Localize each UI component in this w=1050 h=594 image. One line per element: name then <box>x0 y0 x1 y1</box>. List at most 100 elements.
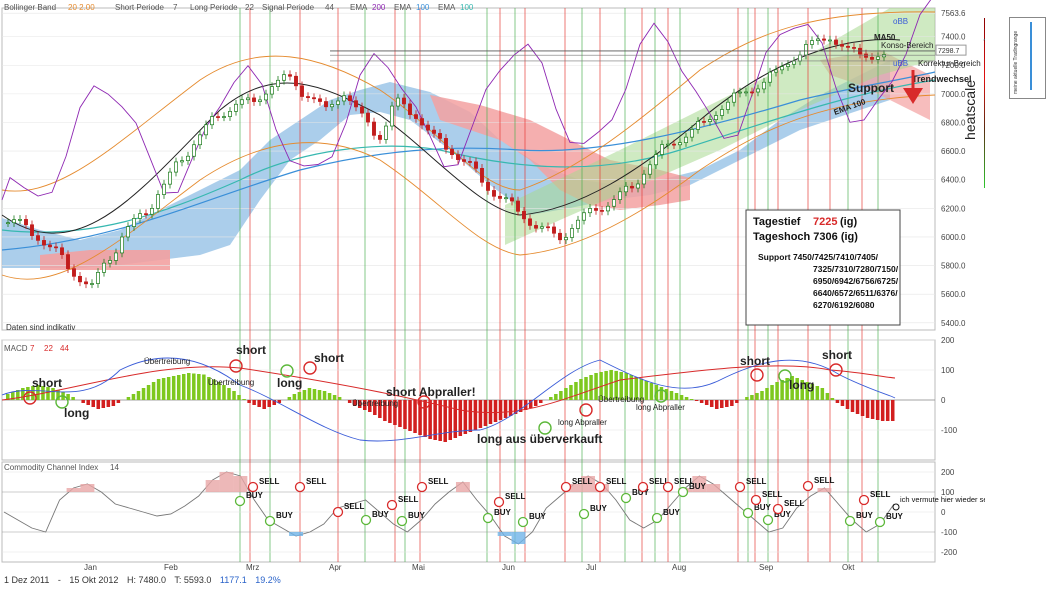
macd-bar-positive <box>750 395 754 400</box>
buy-label: BUY <box>689 482 707 491</box>
candle-down <box>534 225 538 229</box>
macd-bar-positive <box>649 383 654 400</box>
candle-down <box>474 161 478 169</box>
sell-signal-ring <box>386 499 398 511</box>
macd-bar-positive <box>11 392 15 400</box>
macd-bar-positive <box>569 385 573 400</box>
candle-up <box>564 237 568 241</box>
sell-signal-ring <box>662 481 674 493</box>
candle-up <box>714 115 718 120</box>
macd-bar-positive <box>669 391 674 400</box>
macd-bar-negative <box>493 400 498 422</box>
candle-up <box>162 183 166 195</box>
sell-label: SELL <box>344 502 365 511</box>
header-ema2-label: EMA <box>394 3 412 12</box>
macd-bar-positive <box>21 388 25 400</box>
macd-bar-positive <box>36 385 40 400</box>
support-line-5: 6270/6192/6080 <box>813 300 875 310</box>
support-line-1: Support 7450/7425/7410/7405/ <box>758 252 879 262</box>
sell-label: SELL <box>398 495 419 504</box>
macd-bar-positive <box>780 380 784 400</box>
macd-bar-negative <box>709 400 714 407</box>
macd-long-abpraller-label: long Abpraller <box>558 418 607 427</box>
macd-bar-positive <box>141 388 146 400</box>
macd-bar-positive <box>574 382 578 400</box>
buy-signal-ring <box>778 369 792 383</box>
candle-up <box>396 97 400 107</box>
macd-bar-positive <box>187 373 191 400</box>
macd-bar-positive <box>639 379 644 400</box>
candle-down <box>558 232 562 241</box>
candle-up <box>390 105 394 127</box>
macd-bar-negative <box>96 400 101 409</box>
sell-signal-ring <box>750 368 764 382</box>
macd-bar-positive <box>46 387 50 400</box>
candle-down <box>354 100 358 108</box>
candle-up <box>210 116 214 126</box>
header-short-val: 7 <box>173 3 178 12</box>
box-title1-value: 7225 <box>813 216 837 228</box>
candle-up <box>582 212 586 221</box>
candle-up <box>666 143 670 146</box>
candle-up <box>168 171 172 185</box>
macd-bar-positive <box>800 380 804 400</box>
candle-up <box>792 60 796 65</box>
disclaimer-text: Daten sind indikativ <box>6 323 75 332</box>
candle-up <box>660 144 664 155</box>
candle-up <box>720 109 724 116</box>
macd-bar-positive <box>71 397 75 400</box>
macd-short-label: short <box>314 351 344 365</box>
macd-bar-negative <box>438 400 442 441</box>
candle-up <box>222 116 226 118</box>
info-box <box>745 209 901 326</box>
macd-bar-positive <box>815 386 820 400</box>
candle-down <box>306 96 310 99</box>
candle-up <box>198 134 202 146</box>
macd-bar-negative <box>513 400 518 414</box>
macd-bar-negative <box>116 400 121 403</box>
box-title2: Tageshoch 7306 (ig) <box>753 231 858 243</box>
ichimoku-cloud-blue <box>2 60 890 268</box>
candle-up <box>588 208 592 214</box>
projection-marker <box>892 503 900 511</box>
double-arrow-icon <box>1030 22 1032 90</box>
candle-down <box>486 181 490 191</box>
macd-p2: 22 <box>44 344 53 353</box>
sell-label: SELL <box>762 490 783 499</box>
macd-bar-negative <box>840 400 845 406</box>
sell-label: SELL <box>870 490 891 499</box>
macd-bar-negative <box>277 400 282 403</box>
macd-bar-positive <box>317 390 322 400</box>
macd-p1: 7 <box>30 344 35 353</box>
buy-signal-ring <box>234 495 246 507</box>
footer-high: H: 7480.0 <box>126 575 166 585</box>
candle-up <box>336 100 340 105</box>
macd-bar-negative <box>699 400 704 403</box>
cci-period: 14 <box>110 463 119 472</box>
macd-bar-positive <box>745 397 749 400</box>
macd-bar-negative <box>398 400 402 427</box>
candle-up <box>282 74 286 81</box>
buy-signal-ring <box>264 515 276 527</box>
candle-down <box>72 268 76 277</box>
macd-short-label: short <box>236 343 266 357</box>
macd-bar-positive <box>302 390 307 400</box>
candle-down <box>846 45 850 48</box>
macd-bar-positive <box>192 373 196 400</box>
candle-up <box>120 236 124 254</box>
candle-up <box>606 205 610 212</box>
macd-bar-negative <box>378 400 382 418</box>
macd-bar-positive <box>564 388 568 400</box>
macd-bar-negative <box>433 400 437 440</box>
candle-up <box>708 119 712 122</box>
candle-up <box>774 69 778 73</box>
candle-up <box>234 103 238 112</box>
candle-up <box>270 86 274 95</box>
candle-up <box>264 93 268 101</box>
macd-bar-positive <box>66 394 70 400</box>
sell-signal-ring <box>594 481 606 493</box>
macd-bar-positive <box>554 394 558 400</box>
macd-bar-positive <box>760 391 764 400</box>
buy-label: BUY <box>886 512 904 521</box>
candle-up <box>756 88 760 93</box>
